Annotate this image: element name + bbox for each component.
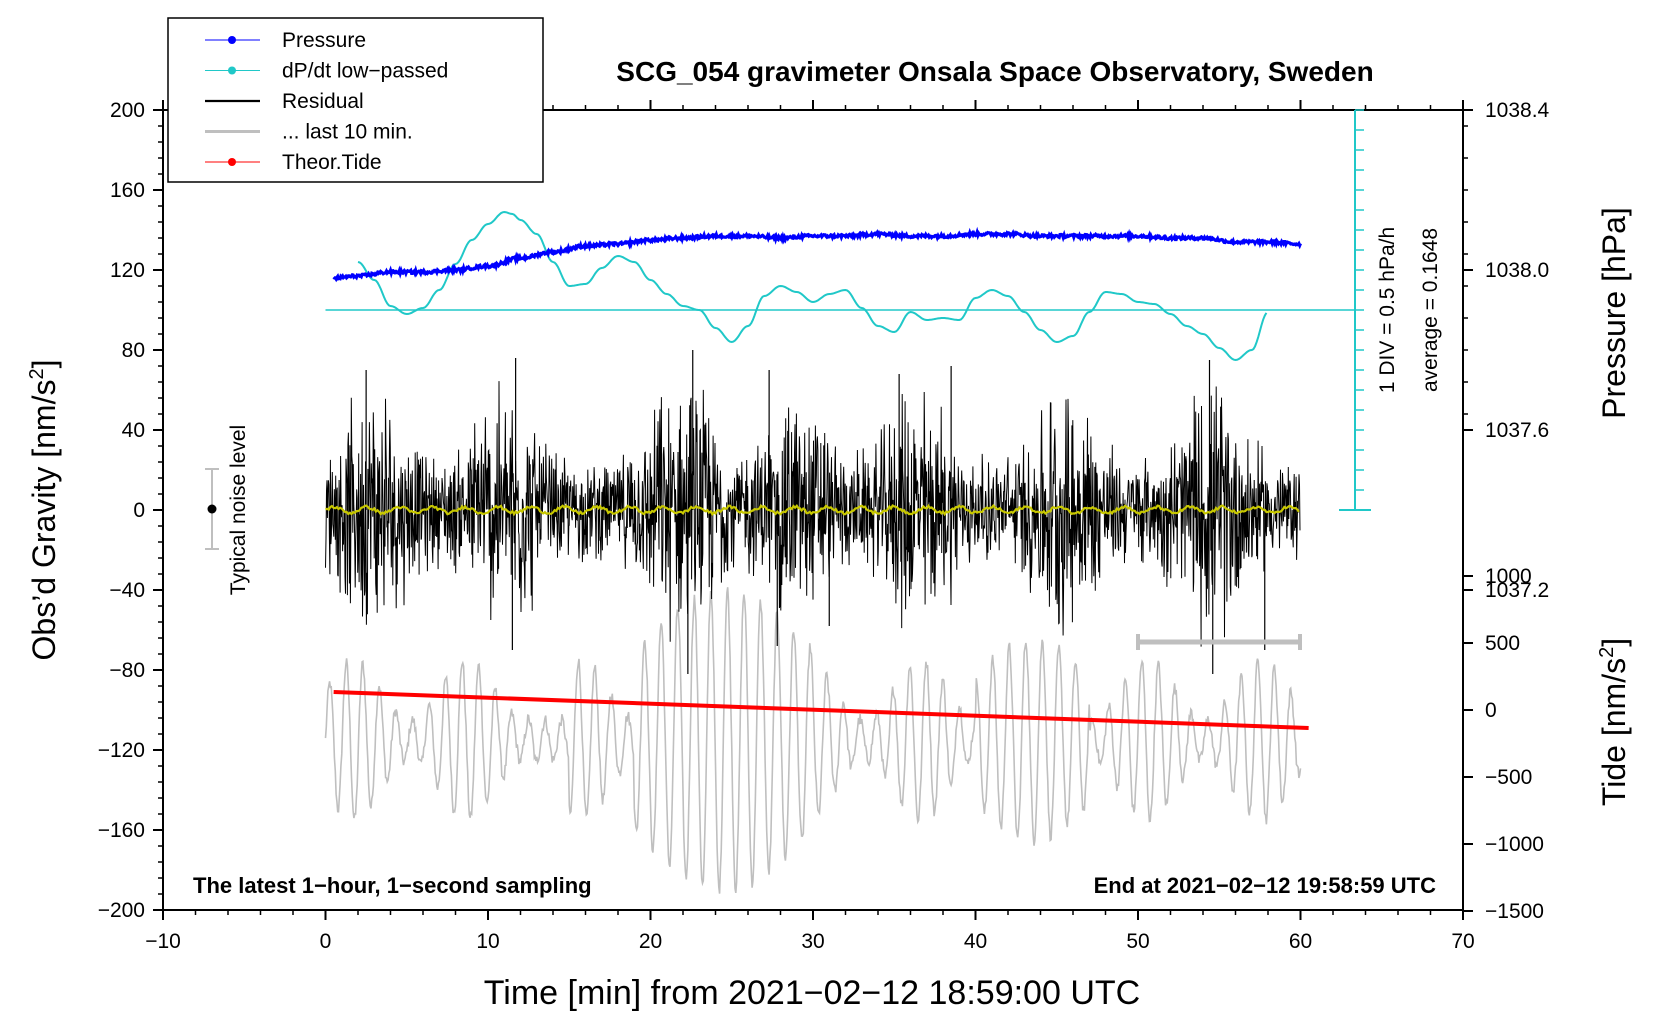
tide-tick-label: −1500 — [1485, 900, 1544, 923]
theor-tide-line — [333, 690, 1309, 730]
dpdt-line — [357, 210, 1268, 362]
y-tick-label: −120 — [98, 739, 145, 762]
tide-tick-label: −500 — [1485, 766, 1532, 789]
y-tick-label: 40 — [122, 419, 145, 442]
y-tick-label: 120 — [110, 259, 145, 282]
tide-tick-label: 1000 — [1485, 565, 1532, 588]
y-axis-pressure-title: Pressure [hPa] — [1596, 207, 1632, 419]
y-tick-label: 0 — [133, 499, 145, 522]
legend-label: Theor.Tide — [282, 151, 382, 174]
x-tick-label: 50 — [1126, 930, 1149, 953]
y-axis-tide-title: Tide [nm/s2] — [1596, 638, 1632, 806]
y-tick-label: −160 — [98, 819, 145, 842]
x-tick-label: 10 — [476, 930, 499, 953]
div-label: 1 DIV = 0.5 hPa/h — [1376, 227, 1399, 393]
legend-marker — [228, 158, 236, 166]
y-tick-label: −200 — [98, 899, 145, 922]
noise-level-indicator — [205, 468, 219, 550]
x-tick-label: −10 — [145, 930, 181, 953]
x-tick-label: 60 — [1289, 930, 1312, 953]
average-label: average = 0.1648 — [1419, 228, 1442, 392]
y-axis-right: 1037.2 1037.6 1038.0 1038.4 −1500 −1000 −500 0 5… — [1463, 99, 1550, 923]
tide-tick-label: 500 — [1485, 632, 1520, 655]
residual-line — [325, 381, 1301, 647]
legend-label: ... last 10 min. — [282, 121, 413, 144]
legend-marker — [228, 36, 236, 44]
x-tick-label: 30 — [801, 930, 824, 953]
pressure-tick-label: 1038.0 — [1485, 259, 1549, 282]
y-tick-label: −40 — [109, 579, 145, 602]
noise-level-label: Typical noise level — [227, 425, 250, 595]
y-axis-gravity-title: Obs’d Gravity [nm/s2] — [26, 360, 62, 661]
legend-marker — [228, 66, 236, 75]
legend: Pressure dP/dt low−passed Residual ... last… — [167, 17, 544, 183]
y-axis-gravity: −200 −160 −120 −80 −40 0 40 80 120 160 200 — [98, 99, 163, 922]
chart-title: SCG_054 gravimeter Onsala Space Observat… — [616, 56, 1373, 87]
pressure-tick-label: 1037.2 — [1485, 579, 1549, 602]
legend-label: Residual — [282, 90, 364, 113]
tide-tick-label: −1000 — [1485, 833, 1544, 856]
y-tick-label: 200 — [110, 99, 145, 122]
theor-tide-series — [333, 690, 1309, 730]
dpdt-scale-bar — [325, 109, 1371, 511]
last-10-min-line — [324, 587, 1302, 894]
y-tick-label: 160 — [110, 179, 145, 202]
x-tick-label: 70 — [1451, 930, 1474, 953]
last-10-min-bar — [1136, 634, 1302, 650]
pressure-line — [332, 226, 1302, 283]
pressure-tick-label: 1038.4 — [1485, 99, 1550, 122]
x-axis-title: Time [min] from 2021−02−12 18:59:00 UTC — [484, 974, 1140, 1012]
note-end-time: End at 2021−02−12 19:58:59 UTC — [1094, 873, 1437, 898]
residual-smoothed-series — [325, 503, 1300, 517]
residual-smoothed-line — [325, 503, 1300, 517]
x-tick-label: 0 — [320, 930, 332, 953]
y-tick-label: −80 — [109, 659, 145, 682]
pressure-series — [332, 226, 1302, 283]
pressure-tick-label: 1037.6 — [1485, 419, 1549, 442]
legend-label: Pressure — [282, 29, 366, 52]
x-tick-label: 40 — [964, 930, 987, 953]
note-latest-hour: The latest 1−hour, 1−second sampling — [193, 873, 592, 898]
legend-label: dP/dt low−passed — [282, 60, 448, 83]
x-tick-label: 20 — [639, 930, 662, 953]
y-tick-label: 80 — [122, 339, 145, 362]
tide-tick-label: 0 — [1485, 699, 1497, 722]
dpdt-series — [357, 210, 1268, 362]
residual-series — [325, 350, 1301, 674]
last-10-min-series — [324, 587, 1302, 894]
